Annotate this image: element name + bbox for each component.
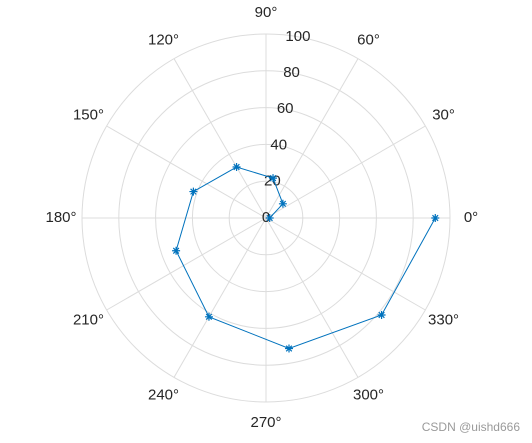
watermark: CSDN @uishd666	[422, 420, 521, 434]
data-line	[175, 166, 436, 350]
marker	[232, 163, 241, 172]
theta-tick-label: 240°	[148, 387, 179, 404]
theta-tick-label: 0°	[464, 209, 478, 226]
marker	[269, 174, 278, 183]
r-grid-circle	[191, 143, 341, 293]
theta-grid-line	[265, 58, 359, 219]
marker	[265, 214, 274, 222]
theta-tick-label: 60°	[357, 31, 380, 48]
theta-tick-label: 270°	[250, 414, 281, 431]
r-grid-circle	[155, 107, 377, 329]
r-tick-label: 60	[277, 100, 294, 117]
theta-grid-line	[265, 217, 359, 378]
r-grid-circle	[118, 70, 414, 366]
r-grid-circle	[81, 33, 451, 403]
r-tick-label: 20	[264, 173, 281, 190]
marker	[172, 246, 181, 255]
marker	[377, 310, 386, 319]
marker	[278, 199, 287, 208]
theta-tick-label: 300°	[353, 387, 384, 404]
theta-grid-line	[173, 58, 267, 219]
theta-tick-label: 90°	[255, 4, 278, 21]
marker	[204, 312, 213, 321]
theta-tick-label: 150°	[73, 106, 104, 123]
marker	[431, 214, 440, 222]
marker	[285, 344, 294, 353]
theta-tick-label: 30°	[432, 106, 455, 123]
theta-grid-line	[173, 217, 267, 378]
theta-tick-label: 330°	[428, 311, 459, 328]
r-grid-circle	[228, 180, 304, 256]
r-tick-label: 100	[285, 28, 310, 45]
theta-grid-line	[265, 217, 426, 311]
theta-tick-label: 120°	[148, 31, 179, 48]
theta-grid-line	[106, 125, 267, 219]
r-tick-label: 80	[283, 64, 300, 81]
r-tick-label: 40	[270, 136, 287, 153]
theta-tick-label: 210°	[73, 311, 104, 328]
theta-grid-line	[106, 217, 267, 311]
theta-grid-line	[265, 125, 426, 219]
marker	[189, 187, 198, 196]
theta-tick-label: 180°	[45, 209, 76, 226]
